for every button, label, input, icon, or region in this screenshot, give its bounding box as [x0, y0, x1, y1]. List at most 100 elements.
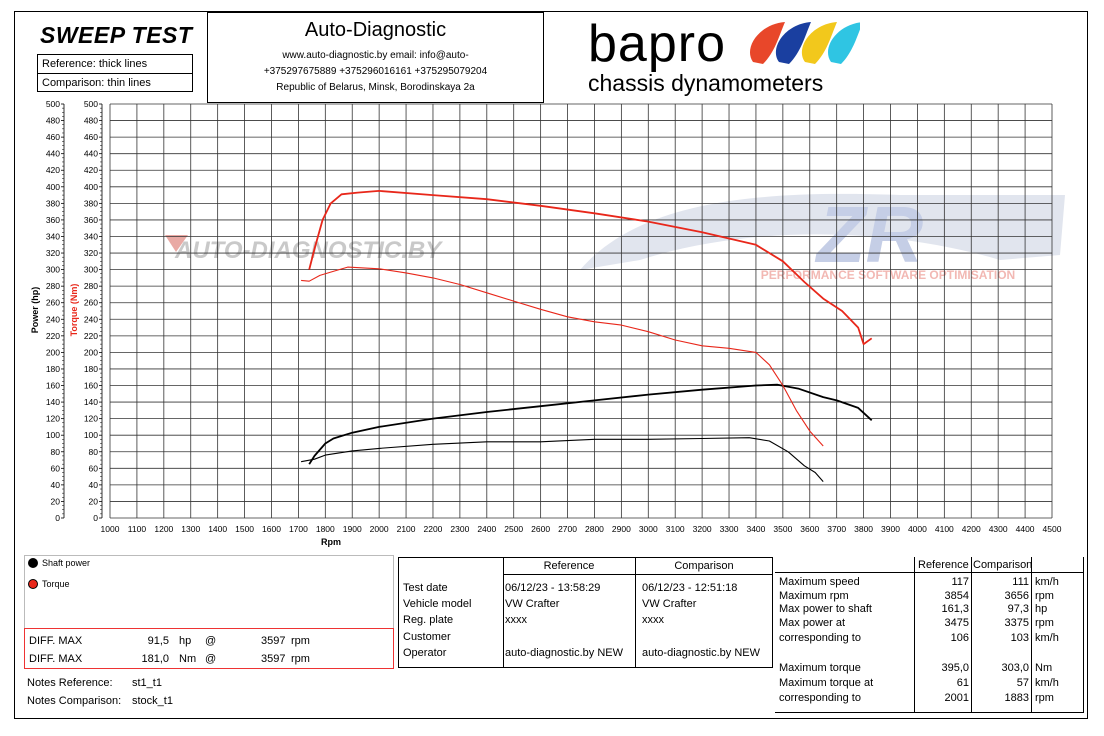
power-tick-label: 120 — [46, 414, 60, 424]
power-tick-label: 360 — [46, 215, 60, 225]
info-row-label: Vehicle model — [403, 598, 472, 610]
torque-tick-label: 240 — [84, 314, 98, 324]
torque-tick-label: 40 — [89, 480, 99, 490]
stats-col-reference: Reference — [918, 559, 969, 571]
power-tick-label: 60 — [51, 463, 61, 473]
watermark-autodiag: AUTO-DIAGNOSTIC.BY — [174, 237, 443, 264]
torque-tick-label: 60 — [89, 463, 99, 473]
legend-item-torque: Torque — [28, 579, 70, 589]
torque-tick-label: 80 — [89, 447, 99, 457]
torque-tick-label: 480 — [84, 116, 98, 126]
power-tick-label: 180 — [46, 364, 60, 374]
reference-style-label: Reference: thick lines — [38, 55, 192, 74]
x-tick-label: 3900 — [881, 524, 900, 534]
torque-tick-label: 200 — [84, 347, 98, 357]
power-tick-label: 300 — [46, 265, 60, 275]
x-tick-label: 3500 — [773, 524, 792, 534]
torque-tick-label: 460 — [84, 132, 98, 142]
stats-row-reference: 2001 — [944, 692, 969, 704]
power-tick-label: 0 — [55, 513, 60, 523]
info-row-reference: auto-diagnostic.by NEW — [505, 647, 623, 659]
stats-row-label: Maximum torque — [779, 662, 861, 674]
stats-row-reference: 395,0 — [941, 662, 969, 674]
logo-subtitle: chassis dynamometers — [588, 70, 824, 96]
x-tick-label: 3200 — [693, 524, 712, 534]
torque-tick-label: 400 — [84, 182, 98, 192]
power-tick-label: 420 — [46, 165, 60, 175]
torque-tick-label: 0 — [93, 513, 98, 523]
watermark-zr-swoosh — [580, 193, 1065, 270]
torque-tick-label: 340 — [84, 231, 98, 241]
logo-stripe — [801, 22, 837, 64]
info-col-reference: Reference — [543, 560, 595, 572]
x-tick-label: 1300 — [181, 524, 200, 534]
stats-row-label: Max power at — [779, 617, 846, 629]
power-tick-label: 340 — [46, 231, 60, 241]
stats-row-unit: km/h — [1035, 632, 1059, 644]
contact-line-3: Republic of Belarus, Minsk, Borodinskaya… — [276, 82, 475, 93]
comparison-power-curve — [300, 437, 824, 482]
torque-tick-label: 160 — [84, 381, 98, 391]
stats-row-reference: 161,3 — [941, 603, 969, 615]
stats-row-unit: hp — [1035, 603, 1048, 615]
power-tick-label: 40 — [51, 480, 61, 490]
contact-line-2: +375297675889 +375296016161 +37529507920… — [263, 66, 488, 77]
report-title: SWEEP TEST — [40, 22, 193, 48]
torque-tick-label: 420 — [84, 165, 98, 175]
x-tick-label: 1000 — [101, 524, 120, 534]
stats-row-unit: km/h — [1035, 576, 1059, 588]
test-info-table: Reference Comparison Test date 06/12/23 -… — [398, 557, 773, 668]
torque-axis-label: Torque (Nm) — [69, 284, 79, 337]
stats-row-comparison: 3656 — [1004, 590, 1029, 602]
x-tick-label: 2000 — [370, 524, 389, 534]
power-tick-label: 440 — [46, 149, 60, 159]
reference-torque-curve — [308, 189, 873, 346]
report-frame — [14, 11, 1088, 719]
power-tick-label: 200 — [46, 347, 60, 357]
company-name: Auto-Diagnostic — [304, 19, 447, 41]
legend-power-label: Shaft power — [42, 558, 91, 568]
watermark-zr-logo: ZR — [815, 190, 924, 279]
stats-row-label: Maximum speed — [779, 576, 860, 588]
x-tick-label: 4300 — [989, 524, 1008, 534]
stats-row-label: corresponding to — [779, 692, 861, 704]
stats-row-label: Maximum rpm — [779, 590, 849, 602]
x-tick-label: 2300 — [450, 524, 469, 534]
power-tick-label: 140 — [46, 397, 60, 407]
x-tick-label: 4000 — [908, 524, 927, 534]
x-tick-label: 3700 — [827, 524, 846, 534]
stats-row-comparison: 111 — [1012, 576, 1029, 588]
x-tick-label: 1500 — [235, 524, 254, 534]
stats-row-unit: rpm — [1035, 617, 1054, 629]
x-tick-label: 3000 — [639, 524, 658, 534]
watermark-zr-sub: PERFORMANCE SOFTWARE OPTIMISATION — [761, 268, 1015, 282]
line-style-key: Reference: thick lines Comparison: thin … — [37, 54, 193, 92]
x-tick-label: 1800 — [316, 524, 335, 534]
x-tick-label: 2400 — [477, 524, 496, 534]
torque-tick-label: 20 — [89, 496, 99, 506]
x-tick-label: 3100 — [666, 524, 685, 534]
legend-torque-label: Torque — [42, 579, 70, 589]
x-tick-label: 2500 — [504, 524, 523, 534]
stats-row-unit: Nm — [1035, 662, 1053, 674]
info-row-comparison: VW Crafter — [642, 598, 697, 610]
x-tick-label: 1100 — [128, 524, 147, 534]
stats-row-unit: rpm — [1035, 692, 1054, 704]
power-tick-label: 280 — [46, 281, 60, 291]
x-tick-label: 4200 — [962, 524, 981, 534]
torque-tick-label: 100 — [84, 430, 98, 440]
info-col-comparison: Comparison — [674, 560, 734, 572]
logo-color-stripes — [749, 22, 860, 64]
x-tick-label: 3400 — [746, 524, 765, 534]
x-tick-label: 3800 — [854, 524, 873, 534]
power-tick-label: 160 — [46, 381, 60, 391]
info-row-comparison: auto-diagnostic.by NEW — [642, 647, 760, 659]
torque-tick-label: 440 — [84, 149, 98, 159]
power-tick-label: 260 — [46, 298, 60, 308]
info-row-label: Test date — [403, 582, 448, 594]
info-row-label: Customer — [403, 631, 451, 643]
x-tick-label: 4100 — [935, 524, 954, 534]
logo-stripe — [828, 22, 860, 64]
x-tick-label: 1700 — [289, 524, 308, 534]
